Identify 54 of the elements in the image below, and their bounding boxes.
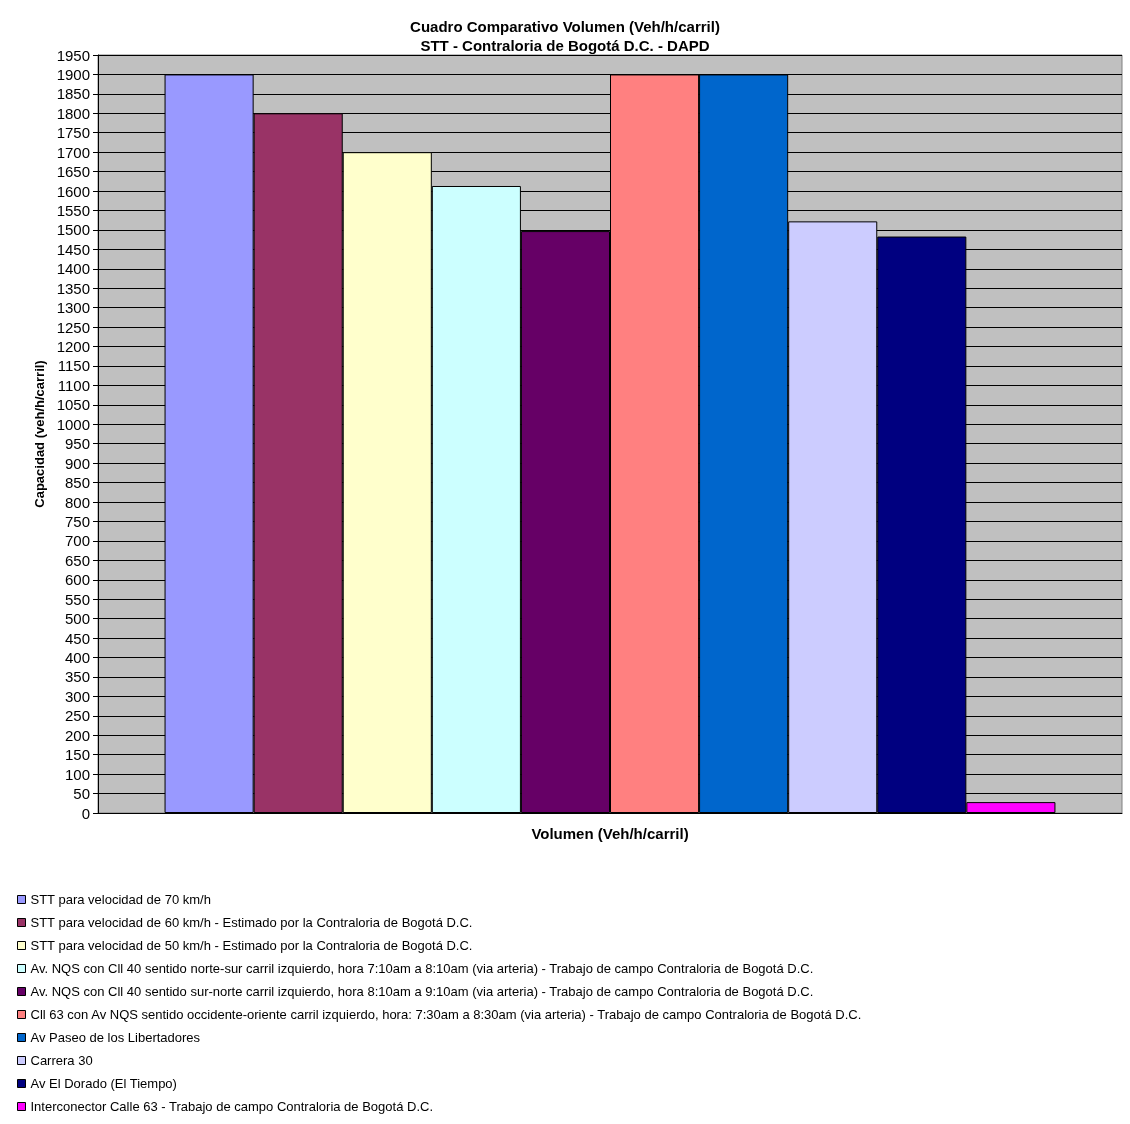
y-tick-label: 300 <box>64 687 90 705</box>
y-tick-label: 1050 <box>56 396 90 414</box>
y-tick-label: 1300 <box>56 299 90 317</box>
y-tick-label: 450 <box>64 629 90 647</box>
y-tick-label: 1400 <box>56 260 90 278</box>
y-tick-label: 1550 <box>56 201 90 219</box>
y-tick-label: 650 <box>64 551 90 569</box>
y-tick-label: 100 <box>64 765 90 783</box>
legend-label: Interconector Calle 63 - Trabajo de campo Contraloria de Bogotá D.C. <box>30 1099 433 1114</box>
y-tick-label: 50 <box>73 785 90 803</box>
y-tick-label: 850 <box>64 474 90 492</box>
y-tick-label: 1800 <box>56 104 90 122</box>
y-tick-label: 1850 <box>56 85 90 103</box>
legend-label: STT para velocidad de 70 km/h <box>30 892 211 907</box>
y-tick-label: 500 <box>64 610 90 628</box>
y-tick-label: 1500 <box>56 221 90 239</box>
y-tick-label: 1750 <box>56 124 90 142</box>
y-tick-label: 550 <box>64 590 90 608</box>
y-tick-label: 1650 <box>56 163 90 181</box>
y-tick-label: 250 <box>64 707 90 725</box>
y-tick-label: 800 <box>64 493 90 511</box>
legend-label: Av. NQS con Cll 40 sentido norte-sur carril izquierdo, hora 7:10am a 8:10am (via arteria) - Trabajo de campo Contraloria de Bogotá D.C. <box>30 961 814 976</box>
y-tick-label: 400 <box>64 649 90 667</box>
y-tick-label: 1150 <box>57 357 90 375</box>
y-tick-label: 0 <box>81 804 90 822</box>
x-axis-title: Volumen (Veh/h/carril) <box>531 824 689 842</box>
legend-label: Av El Dorado (El Tiempo) <box>30 1076 177 1091</box>
y-tick-label: 750 <box>64 512 90 530</box>
legend-label: Av. NQS con Cll 40 sentido sur-norte carril izquierdo, hora 8:10am a 9:10am (via arteria) - Trabajo de campo Contraloria de Bogotá D.C. <box>30 984 814 999</box>
y-tick-label: 1900 <box>56 65 90 83</box>
y-tick-label: 700 <box>64 532 90 550</box>
y-tick-label: 1100 <box>57 376 90 394</box>
y-tick-label: 1350 <box>56 279 90 297</box>
y-tick-label: 1000 <box>56 415 90 433</box>
y-tick-label: 900 <box>64 454 90 472</box>
y-tick-label: 1250 <box>56 318 90 336</box>
legend-label: STT para velocidad de 60 km/h - Estimado por la Contraloria de Bogotá D.C. <box>30 915 473 930</box>
legend-label: Av Paseo de los Libertadores <box>30 1030 201 1045</box>
y-tick-label: 200 <box>64 726 90 744</box>
chart-title: Cuadro Comparativo Volumen (Veh/h/carril) <box>410 18 720 35</box>
y-tick-label: 1600 <box>56 182 90 200</box>
y-tick-label: 1450 <box>56 240 90 258</box>
y-tick-label: 600 <box>64 571 90 589</box>
y-tick-label: 1700 <box>56 143 90 161</box>
y-tick-label: 1950 <box>56 46 90 64</box>
y-tick-label: 350 <box>64 668 90 686</box>
y-tick-label: 150 <box>64 746 90 764</box>
y-tick-label: 950 <box>64 435 90 453</box>
legend-label: Cll 63 con Av NQS sentido occidente-oriente carril izquierdo, hora: 7:30am a 8:30am (via arteria) - Trabajo de campo Contraloria de Bogotá D.C. <box>30 1007 862 1022</box>
y-axis-title: Capacidad (veh/h/carril) <box>31 360 47 508</box>
legend-label: Carrera 30 <box>30 1053 93 1068</box>
y-tick-label: 1200 <box>56 338 90 356</box>
legend-label: STT para velocidad de 50 km/h - Estimado por la Contraloria de Bogotá D.C. <box>30 938 473 953</box>
chart-subtitle: STT - Contraloria de Bogotá D.C. - DAPD <box>420 37 710 54</box>
